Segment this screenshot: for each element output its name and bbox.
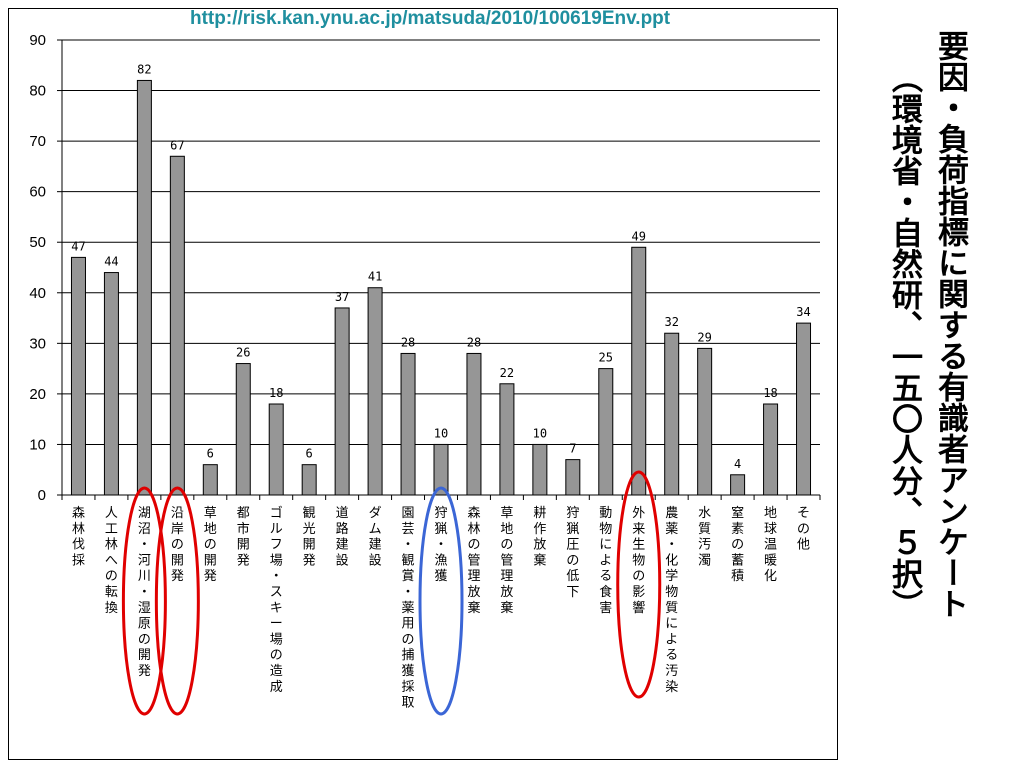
category-label: 動物による食害 — [599, 506, 612, 616]
data-label: 28 — [401, 335, 415, 349]
category-label: 水質汚濁 — [698, 506, 711, 568]
highlight-ellipse — [154, 486, 200, 716]
category-label: 窒素の蓄積 — [731, 505, 744, 584]
category-label: 森林の管理放棄 — [467, 506, 480, 616]
bar — [631, 246, 647, 496]
bar — [565, 459, 581, 496]
category-label: 都市開発 — [237, 506, 250, 568]
y-tick-label: 30 — [29, 335, 46, 352]
data-label: 29 — [697, 330, 711, 344]
y-tick-label: 50 — [29, 234, 46, 251]
data-label: 67 — [170, 138, 184, 152]
category-label: 狩猟・漁獲 — [434, 506, 447, 584]
category-label: 沿岸の開発 — [171, 506, 184, 584]
category-label: 森林伐採 — [72, 506, 85, 568]
category-label: 観光開発 — [303, 506, 316, 568]
slide-title: 要因・負荷指標に関する有識者アンケート — [932, 30, 968, 619]
data-label: 6 — [306, 447, 313, 461]
bar — [433, 443, 449, 496]
data-label: 28 — [467, 335, 481, 349]
bar — [730, 474, 746, 496]
bar — [763, 403, 779, 496]
bar — [466, 352, 482, 496]
category-label: 道路建設 — [336, 506, 349, 568]
y-tick-label: 90 — [29, 32, 46, 49]
data-label: 4 — [734, 457, 741, 471]
category-label: 外来生物の影響 — [632, 506, 645, 616]
data-label: 32 — [664, 315, 678, 329]
slide-subtitle: （環境省・自然研、一五〇人分、５択） — [886, 62, 922, 620]
data-label: 6 — [207, 447, 214, 461]
category-labels: 森林伐採 人工林への転換 湖沼・河川・湿原の開発 沿岸の開発 草地の開発 都市開発 ゴルフ場… — [72, 505, 810, 711]
y-tick-label: 20 — [29, 386, 46, 403]
data-label: 37 — [335, 290, 349, 304]
bar — [400, 352, 416, 496]
category-label: 園芸・観賞・薬用の捕獲採取 — [402, 506, 415, 711]
category-label: 狩猟圧の低下 — [566, 506, 579, 600]
y-tick-label: 10 — [29, 436, 46, 453]
highlight-ellipses — [121, 470, 662, 716]
data-label: 34 — [796, 305, 810, 319]
y-tick-label: 80 — [29, 83, 46, 100]
bar — [301, 464, 317, 496]
bar — [532, 443, 548, 496]
data-label: 18 — [269, 386, 283, 400]
data-label: 44 — [104, 255, 118, 269]
category-label: 草地の管理放棄 — [500, 506, 513, 616]
data-label: 10 — [434, 426, 448, 440]
bar — [70, 256, 86, 496]
bar — [169, 155, 185, 496]
bar — [367, 287, 383, 496]
highlight-ellipse — [616, 470, 662, 699]
y-tick-label: 60 — [29, 184, 46, 201]
data-labels: 47 44 82 67 6 26 18 6 37 41 28 10 28 22 10 7 25 49 32 29 4 18… — [71, 62, 810, 470]
y-tick-label: 40 — [29, 285, 46, 302]
bar — [103, 272, 119, 496]
category-label: 農薬・化学物質による汚染 — [665, 506, 678, 695]
category-label: 湖沼・河川・湿原の開発 — [138, 506, 151, 679]
highlight-ellipse — [418, 486, 464, 716]
y-axis-ticks: 0 10 20 30 40 50 60 70 80 90 — [29, 32, 46, 504]
source-url: http://risk.kan.ynu.ac.jp/matsuda/2010/1… — [190, 8, 671, 29]
data-label: 26 — [236, 346, 250, 360]
category-label: 地球温暖化 — [764, 506, 777, 584]
bar — [499, 383, 515, 496]
data-label: 41 — [368, 270, 382, 284]
bar — [136, 79, 152, 496]
category-label: 耕作放棄 — [533, 505, 546, 568]
data-label: 25 — [599, 351, 613, 365]
bar — [598, 368, 614, 496]
category-label: ダム建設 — [369, 506, 382, 568]
bar — [235, 363, 251, 496]
data-label: 10 — [533, 426, 547, 440]
data-label: 7 — [569, 442, 576, 456]
highlight-ellipse — [121, 486, 167, 716]
bar — [796, 322, 812, 496]
y-tick-label: 0 — [38, 487, 46, 504]
bar — [697, 347, 713, 496]
bar — [334, 307, 350, 496]
bars — [70, 79, 812, 496]
category-label: 草地の開発 — [204, 506, 217, 584]
bar — [664, 332, 680, 496]
data-label: 82 — [137, 62, 151, 76]
slide-frame — [8, 8, 838, 760]
bar — [202, 464, 218, 496]
data-label: 49 — [632, 229, 646, 243]
category-label: その他 — [797, 506, 810, 553]
data-label: 47 — [71, 239, 85, 253]
category-label: 人工林への転換 — [105, 506, 118, 616]
bar — [268, 403, 284, 496]
data-label: 22 — [500, 366, 514, 380]
y-tick-label: 70 — [29, 133, 46, 150]
data-label: 18 — [763, 386, 777, 400]
category-label: ゴルフ場・スキー場の造成 — [270, 505, 283, 695]
